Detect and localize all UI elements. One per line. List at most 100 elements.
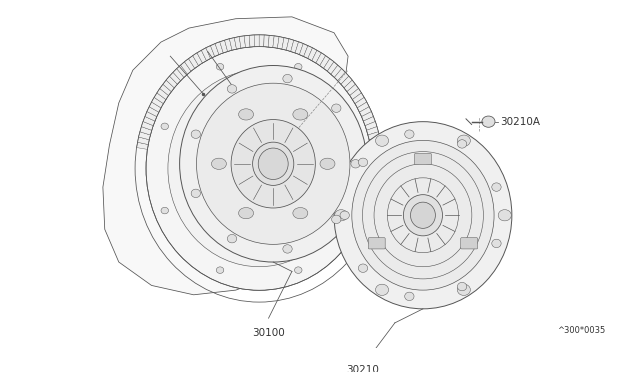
- Ellipse shape: [231, 119, 316, 208]
- Polygon shape: [141, 122, 153, 130]
- Ellipse shape: [289, 95, 298, 103]
- Ellipse shape: [294, 267, 302, 273]
- Ellipse shape: [320, 158, 335, 169]
- Polygon shape: [143, 116, 155, 126]
- Polygon shape: [103, 17, 348, 295]
- FancyBboxPatch shape: [461, 238, 477, 249]
- Polygon shape: [367, 126, 378, 135]
- Ellipse shape: [492, 183, 501, 191]
- Polygon shape: [157, 89, 168, 100]
- Polygon shape: [364, 116, 375, 126]
- Text: 30100: 30100: [252, 328, 285, 337]
- Ellipse shape: [201, 218, 210, 225]
- Ellipse shape: [191, 189, 200, 198]
- Polygon shape: [170, 72, 180, 84]
- Polygon shape: [225, 39, 232, 51]
- Polygon shape: [140, 126, 152, 135]
- Polygon shape: [362, 112, 374, 121]
- Ellipse shape: [458, 282, 467, 291]
- Polygon shape: [370, 142, 381, 150]
- FancyBboxPatch shape: [415, 154, 431, 165]
- Polygon shape: [163, 80, 174, 92]
- Ellipse shape: [335, 210, 348, 221]
- Ellipse shape: [410, 202, 435, 228]
- Text: 30210: 30210: [346, 365, 378, 372]
- Polygon shape: [334, 68, 346, 81]
- Ellipse shape: [340, 211, 349, 219]
- Polygon shape: [145, 112, 157, 121]
- Text: ^300*0035: ^300*0035: [557, 326, 605, 335]
- Ellipse shape: [211, 158, 227, 169]
- Ellipse shape: [404, 130, 414, 138]
- Polygon shape: [206, 45, 214, 58]
- Ellipse shape: [294, 231, 303, 238]
- Polygon shape: [320, 56, 330, 68]
- Polygon shape: [316, 53, 326, 65]
- Polygon shape: [308, 48, 317, 61]
- Polygon shape: [244, 35, 250, 48]
- Ellipse shape: [334, 122, 512, 309]
- Polygon shape: [368, 132, 380, 140]
- Ellipse shape: [482, 116, 495, 127]
- Ellipse shape: [191, 130, 200, 138]
- Polygon shape: [295, 42, 303, 55]
- Polygon shape: [234, 36, 241, 49]
- FancyBboxPatch shape: [369, 238, 385, 249]
- Polygon shape: [180, 62, 191, 74]
- Polygon shape: [149, 102, 161, 112]
- Ellipse shape: [492, 239, 501, 248]
- Polygon shape: [338, 72, 349, 84]
- Ellipse shape: [350, 123, 357, 129]
- Polygon shape: [160, 84, 172, 96]
- Ellipse shape: [376, 135, 388, 146]
- Polygon shape: [152, 97, 163, 108]
- Ellipse shape: [324, 188, 333, 195]
- Ellipse shape: [293, 109, 308, 120]
- Ellipse shape: [458, 284, 470, 295]
- Polygon shape: [173, 68, 184, 81]
- Polygon shape: [184, 59, 195, 71]
- Polygon shape: [147, 107, 159, 116]
- Text: 30210A: 30210A: [500, 117, 540, 126]
- Ellipse shape: [351, 160, 360, 168]
- Ellipse shape: [293, 208, 308, 219]
- Ellipse shape: [332, 104, 341, 112]
- Polygon shape: [154, 93, 166, 104]
- Polygon shape: [327, 62, 338, 74]
- Ellipse shape: [196, 116, 206, 124]
- Polygon shape: [202, 48, 211, 61]
- Polygon shape: [344, 80, 355, 92]
- Polygon shape: [282, 38, 289, 50]
- Ellipse shape: [196, 83, 350, 244]
- Polygon shape: [139, 132, 150, 140]
- Ellipse shape: [182, 168, 191, 176]
- Ellipse shape: [294, 64, 302, 70]
- Ellipse shape: [332, 215, 341, 224]
- Polygon shape: [239, 36, 246, 48]
- Ellipse shape: [458, 140, 467, 148]
- Ellipse shape: [146, 46, 372, 290]
- Polygon shape: [215, 42, 223, 55]
- Ellipse shape: [350, 207, 357, 214]
- Polygon shape: [268, 35, 274, 48]
- Polygon shape: [211, 44, 219, 57]
- Ellipse shape: [404, 292, 414, 301]
- Ellipse shape: [245, 243, 255, 250]
- Ellipse shape: [161, 123, 168, 129]
- Polygon shape: [220, 40, 228, 53]
- Polygon shape: [254, 35, 259, 47]
- Ellipse shape: [258, 148, 288, 180]
- Ellipse shape: [253, 142, 294, 185]
- Polygon shape: [177, 65, 188, 77]
- Ellipse shape: [376, 284, 388, 295]
- Polygon shape: [312, 50, 321, 63]
- Ellipse shape: [358, 264, 368, 272]
- Polygon shape: [229, 38, 236, 50]
- Ellipse shape: [239, 208, 253, 219]
- Polygon shape: [291, 40, 299, 53]
- Polygon shape: [355, 97, 367, 108]
- Polygon shape: [259, 35, 264, 47]
- Polygon shape: [353, 93, 364, 104]
- Ellipse shape: [283, 245, 292, 253]
- Polygon shape: [347, 84, 358, 96]
